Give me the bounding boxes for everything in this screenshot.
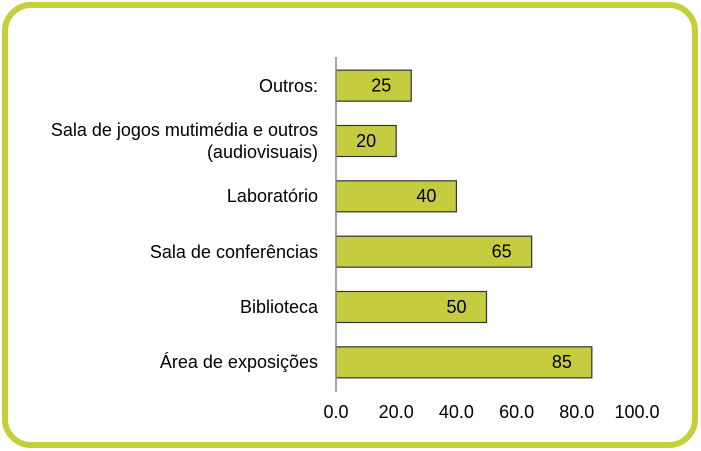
y-tick-label: Área de exposições <box>159 352 318 373</box>
y-tick-label: Biblioteca <box>239 297 318 317</box>
value-label: 65 <box>492 241 512 261</box>
x-tick-label: 80.0 <box>559 402 594 422</box>
bar <box>335 235 533 268</box>
x-tick-label: 40.0 <box>439 402 474 422</box>
x-tick-label: 100.0 <box>614 402 659 422</box>
x-tick-label: 0.0 <box>323 402 348 422</box>
value-label: 25 <box>371 75 391 95</box>
y-tick-label: Laboratório <box>226 186 318 207</box>
y-tick-label: Outros: <box>258 75 318 96</box>
value-label: 20 <box>356 131 376 151</box>
bar <box>335 69 412 102</box>
x-tick-label: 20.0 <box>379 402 414 422</box>
value-label: 50 <box>446 297 466 317</box>
value-label: 40 <box>416 186 436 206</box>
value-label: 85 <box>552 352 572 372</box>
bar <box>335 180 458 213</box>
y-tick-label: Sala de conferências <box>149 241 318 262</box>
bar <box>335 124 397 158</box>
bar <box>335 290 488 324</box>
x-tick-label: 60.0 <box>499 402 534 422</box>
y-tick-label: Sala de jogos mutimédia e outros (audiov… <box>50 120 318 162</box>
bar <box>335 346 593 379</box>
